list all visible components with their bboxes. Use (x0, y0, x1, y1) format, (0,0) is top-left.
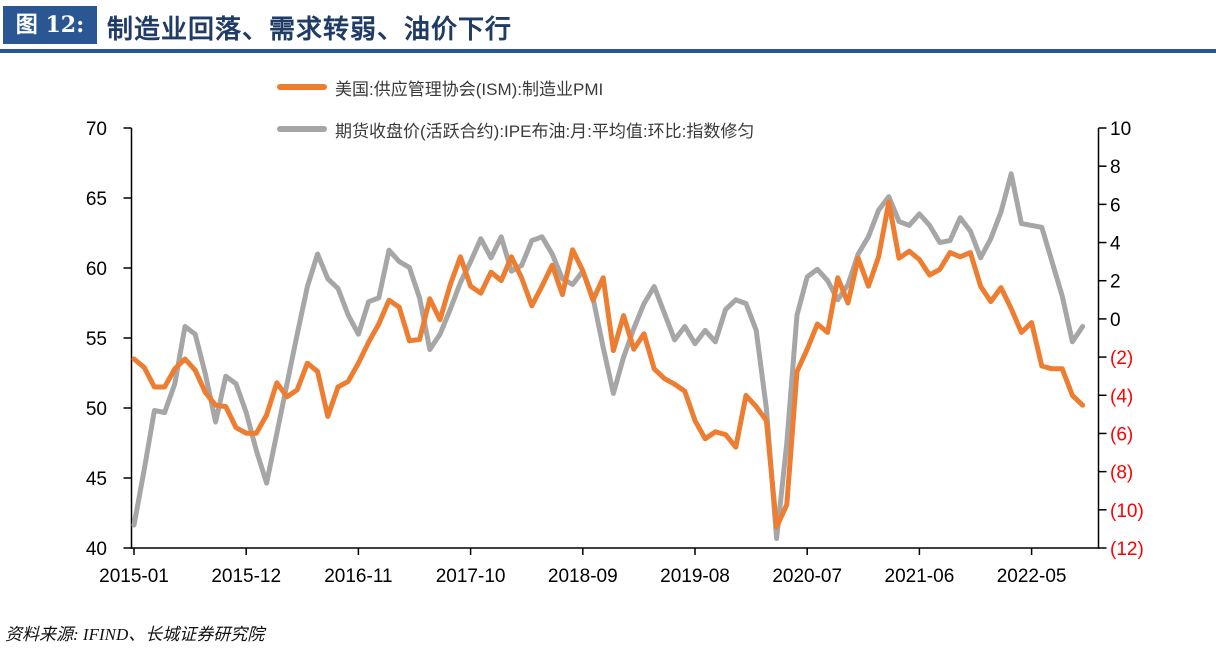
x-tick-label: 2018-09 (548, 566, 618, 587)
right-axis-ticks: 10 8 6 4 2 0 (2) (4) (6) (8) (10) (12) (1098, 119, 1144, 560)
y-left-tick-label: 60 (86, 259, 107, 280)
y-left-tick-label: 55 (86, 329, 107, 350)
y-right-tick-label: (10) (1110, 501, 1144, 522)
oil-line-swatch-icon (277, 126, 327, 132)
y-right-tick-label: 8 (1110, 157, 1121, 178)
y-right-tick-label: (6) (1110, 424, 1133, 445)
y-left-tick-label: 65 (86, 189, 107, 210)
y-right-tick-label: (4) (1110, 386, 1133, 407)
x-tick-label: 2021-06 (885, 566, 955, 587)
y-right-tick-label: (8) (1110, 463, 1133, 484)
y-right-tick-label: (12) (1110, 539, 1144, 560)
legend-label-pmi: 美国:供应管理协会(ISM):制造业PMI (335, 79, 604, 99)
legend-label-oil: 期货收盘价(活跃合约):IPE布油:月:平均值:环比:指数修匀 (335, 121, 755, 141)
x-tick-label: 2022-05 (997, 566, 1067, 587)
x-axis-ticks: 2015-01 2015-12 2016-11 2017-10 2018-09 2019-… (99, 548, 1066, 587)
y-left-tick-label: 40 (86, 539, 107, 560)
x-tick-label: 2015-01 (99, 566, 169, 587)
y-left-tick-label: 45 (86, 469, 107, 490)
y-right-tick-label: 0 (1110, 310, 1121, 331)
y-left-tick-label: 70 (86, 119, 107, 140)
y-right-tick-label: 6 (1110, 195, 1121, 216)
pmi-line (131, 199, 1086, 530)
y-right-tick-label: 2 (1110, 272, 1121, 293)
y-right-tick-label: 10 (1110, 119, 1131, 140)
oil-line (131, 171, 1086, 541)
x-tick-label: 2015-12 (211, 566, 281, 587)
source-note: 资料来源: IFIND、长城证券研究院 (5, 625, 265, 644)
figure-label-box: 图 12: (3, 6, 97, 44)
legend: 美国:供应管理协会(ISM):制造业PMI 期货收盘价(活跃合约):IPE布油:… (277, 66, 754, 150)
legend-item-oil: 期货收盘价(活跃合约):IPE布油:月:平均值:环比:指数修匀 (277, 108, 754, 150)
figure-title: 制造业回落、需求转弱、油价下行 (107, 15, 513, 45)
y-left-tick-label: 50 (86, 399, 107, 420)
pmi-line-swatch-icon (277, 84, 327, 90)
left-axis-ticks: 70 65 60 55 50 45 40 (86, 119, 132, 560)
x-tick-label: 2017-10 (436, 566, 506, 587)
x-tick-label: 2016-11 (324, 566, 392, 587)
header-rule (0, 49, 1216, 53)
figure-label: 图 12: (15, 12, 85, 38)
x-tick-label: 2019-08 (660, 566, 730, 587)
y-right-tick-label: (2) (1110, 348, 1133, 369)
x-tick-label: 2020-07 (772, 566, 842, 587)
legend-item-pmi: 美国:供应管理协会(ISM):制造业PMI (277, 66, 754, 108)
y-right-tick-label: 4 (1110, 234, 1121, 255)
